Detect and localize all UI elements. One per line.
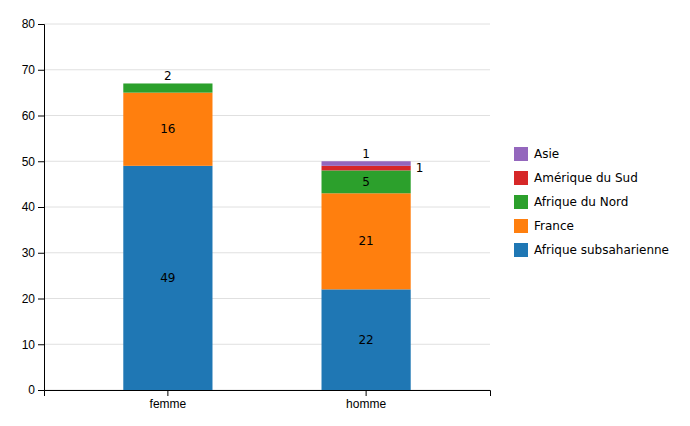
x-tick-mark xyxy=(167,390,168,396)
grid xyxy=(44,24,490,390)
data-label: 1 xyxy=(416,161,424,175)
x-tick-mark xyxy=(366,390,367,396)
y-axis: 0 10 20 30 40 50 60 70 80 xyxy=(22,17,45,397)
chart: 49221621251101020304050607080femmehommeA… xyxy=(0,0,690,426)
y-tick-mark xyxy=(38,24,44,25)
y-tick-mark xyxy=(38,70,44,71)
x-axis: femme homme xyxy=(45,390,491,411)
y-tick-label: 70 xyxy=(22,63,36,77)
bar-segment xyxy=(123,83,212,92)
data-label: 1 xyxy=(362,147,370,161)
legend-label: Afrique subsaharienne xyxy=(534,243,669,257)
grid-line xyxy=(44,24,490,25)
x-tick: homme xyxy=(346,390,386,411)
y-tick-label: 0 xyxy=(28,383,35,397)
y-tick-mark xyxy=(38,390,44,391)
y-tick-label: 20 xyxy=(22,292,36,306)
bar-segment xyxy=(123,93,212,166)
y-tick-mark xyxy=(38,253,44,254)
legend-swatch xyxy=(514,219,528,233)
y-tick: 30 xyxy=(22,246,44,260)
x-tick-label: femme xyxy=(150,397,187,411)
y-tick-mark xyxy=(38,116,44,117)
data-labels: 49 22 16 21 2 5 1 1 xyxy=(160,69,423,346)
legend-item: Amérique du Sud xyxy=(514,171,638,185)
bar-segment xyxy=(322,161,411,166)
legend-swatch xyxy=(514,147,528,161)
data-label: 49 xyxy=(160,271,175,285)
legend-swatch xyxy=(514,171,528,185)
y-tick-mark xyxy=(38,161,44,162)
legend: Asie Amérique du Sud Afrique du Nord France… xyxy=(514,147,669,257)
y-tick-mark xyxy=(38,344,44,345)
legend-item: Asie xyxy=(514,147,559,161)
legend-item: Afrique subsaharienne xyxy=(514,243,669,257)
bar-segment xyxy=(123,166,212,390)
y-tick: 40 xyxy=(22,200,44,214)
legend-label: Amérique du Sud xyxy=(534,171,638,185)
y-tick: 70 xyxy=(22,63,44,77)
chart-container: 49221621251101020304050607080femmehommeA… xyxy=(0,0,690,426)
x-tick: femme xyxy=(150,390,187,411)
data-label: 5 xyxy=(362,175,370,189)
legend-label: Asie xyxy=(534,147,559,161)
grid-line xyxy=(44,344,490,345)
y-tick: 20 xyxy=(22,292,44,306)
plot: 49221621251101020304050607080femmehomme xyxy=(22,17,491,410)
y-tick: 10 xyxy=(22,338,44,352)
y-tick-label: 30 xyxy=(22,246,36,260)
legend-swatch xyxy=(514,195,528,209)
y-tick-mark xyxy=(38,207,44,208)
bars xyxy=(123,83,410,390)
grid-line xyxy=(44,298,490,299)
grid-line xyxy=(44,252,490,253)
grid-line xyxy=(44,115,490,116)
bar-segment xyxy=(322,193,411,289)
legend-swatch xyxy=(514,243,528,257)
data-label: 21 xyxy=(358,234,373,248)
bar-segment xyxy=(322,289,411,390)
y-tick-label: 60 xyxy=(22,109,36,123)
x-tick-label: homme xyxy=(346,397,386,411)
y-tick-mark xyxy=(38,299,44,300)
data-label: 16 xyxy=(160,122,175,136)
y-tick-label: 40 xyxy=(22,200,36,214)
legend-label: France xyxy=(534,219,574,233)
y-tick-label: 80 xyxy=(22,17,36,31)
grid-line xyxy=(44,69,490,70)
bar-segment xyxy=(322,166,411,171)
y-tick: 60 xyxy=(22,109,44,123)
grid-line xyxy=(44,207,490,208)
y-tick: 0 xyxy=(28,383,44,397)
legend-label: Afrique du Nord xyxy=(534,195,628,209)
legend-item: France xyxy=(514,219,574,233)
bar-segment xyxy=(322,170,411,193)
y-tick-label: 50 xyxy=(22,155,36,169)
y-tick: 80 xyxy=(22,17,44,31)
y-tick: 50 xyxy=(22,155,44,169)
data-label: 2 xyxy=(164,69,172,83)
legend-item: Afrique du Nord xyxy=(514,195,628,209)
y-tick-label: 10 xyxy=(22,338,36,352)
y-axis-line xyxy=(38,25,45,391)
data-label: 22 xyxy=(358,333,373,347)
x-axis-line xyxy=(45,391,491,397)
